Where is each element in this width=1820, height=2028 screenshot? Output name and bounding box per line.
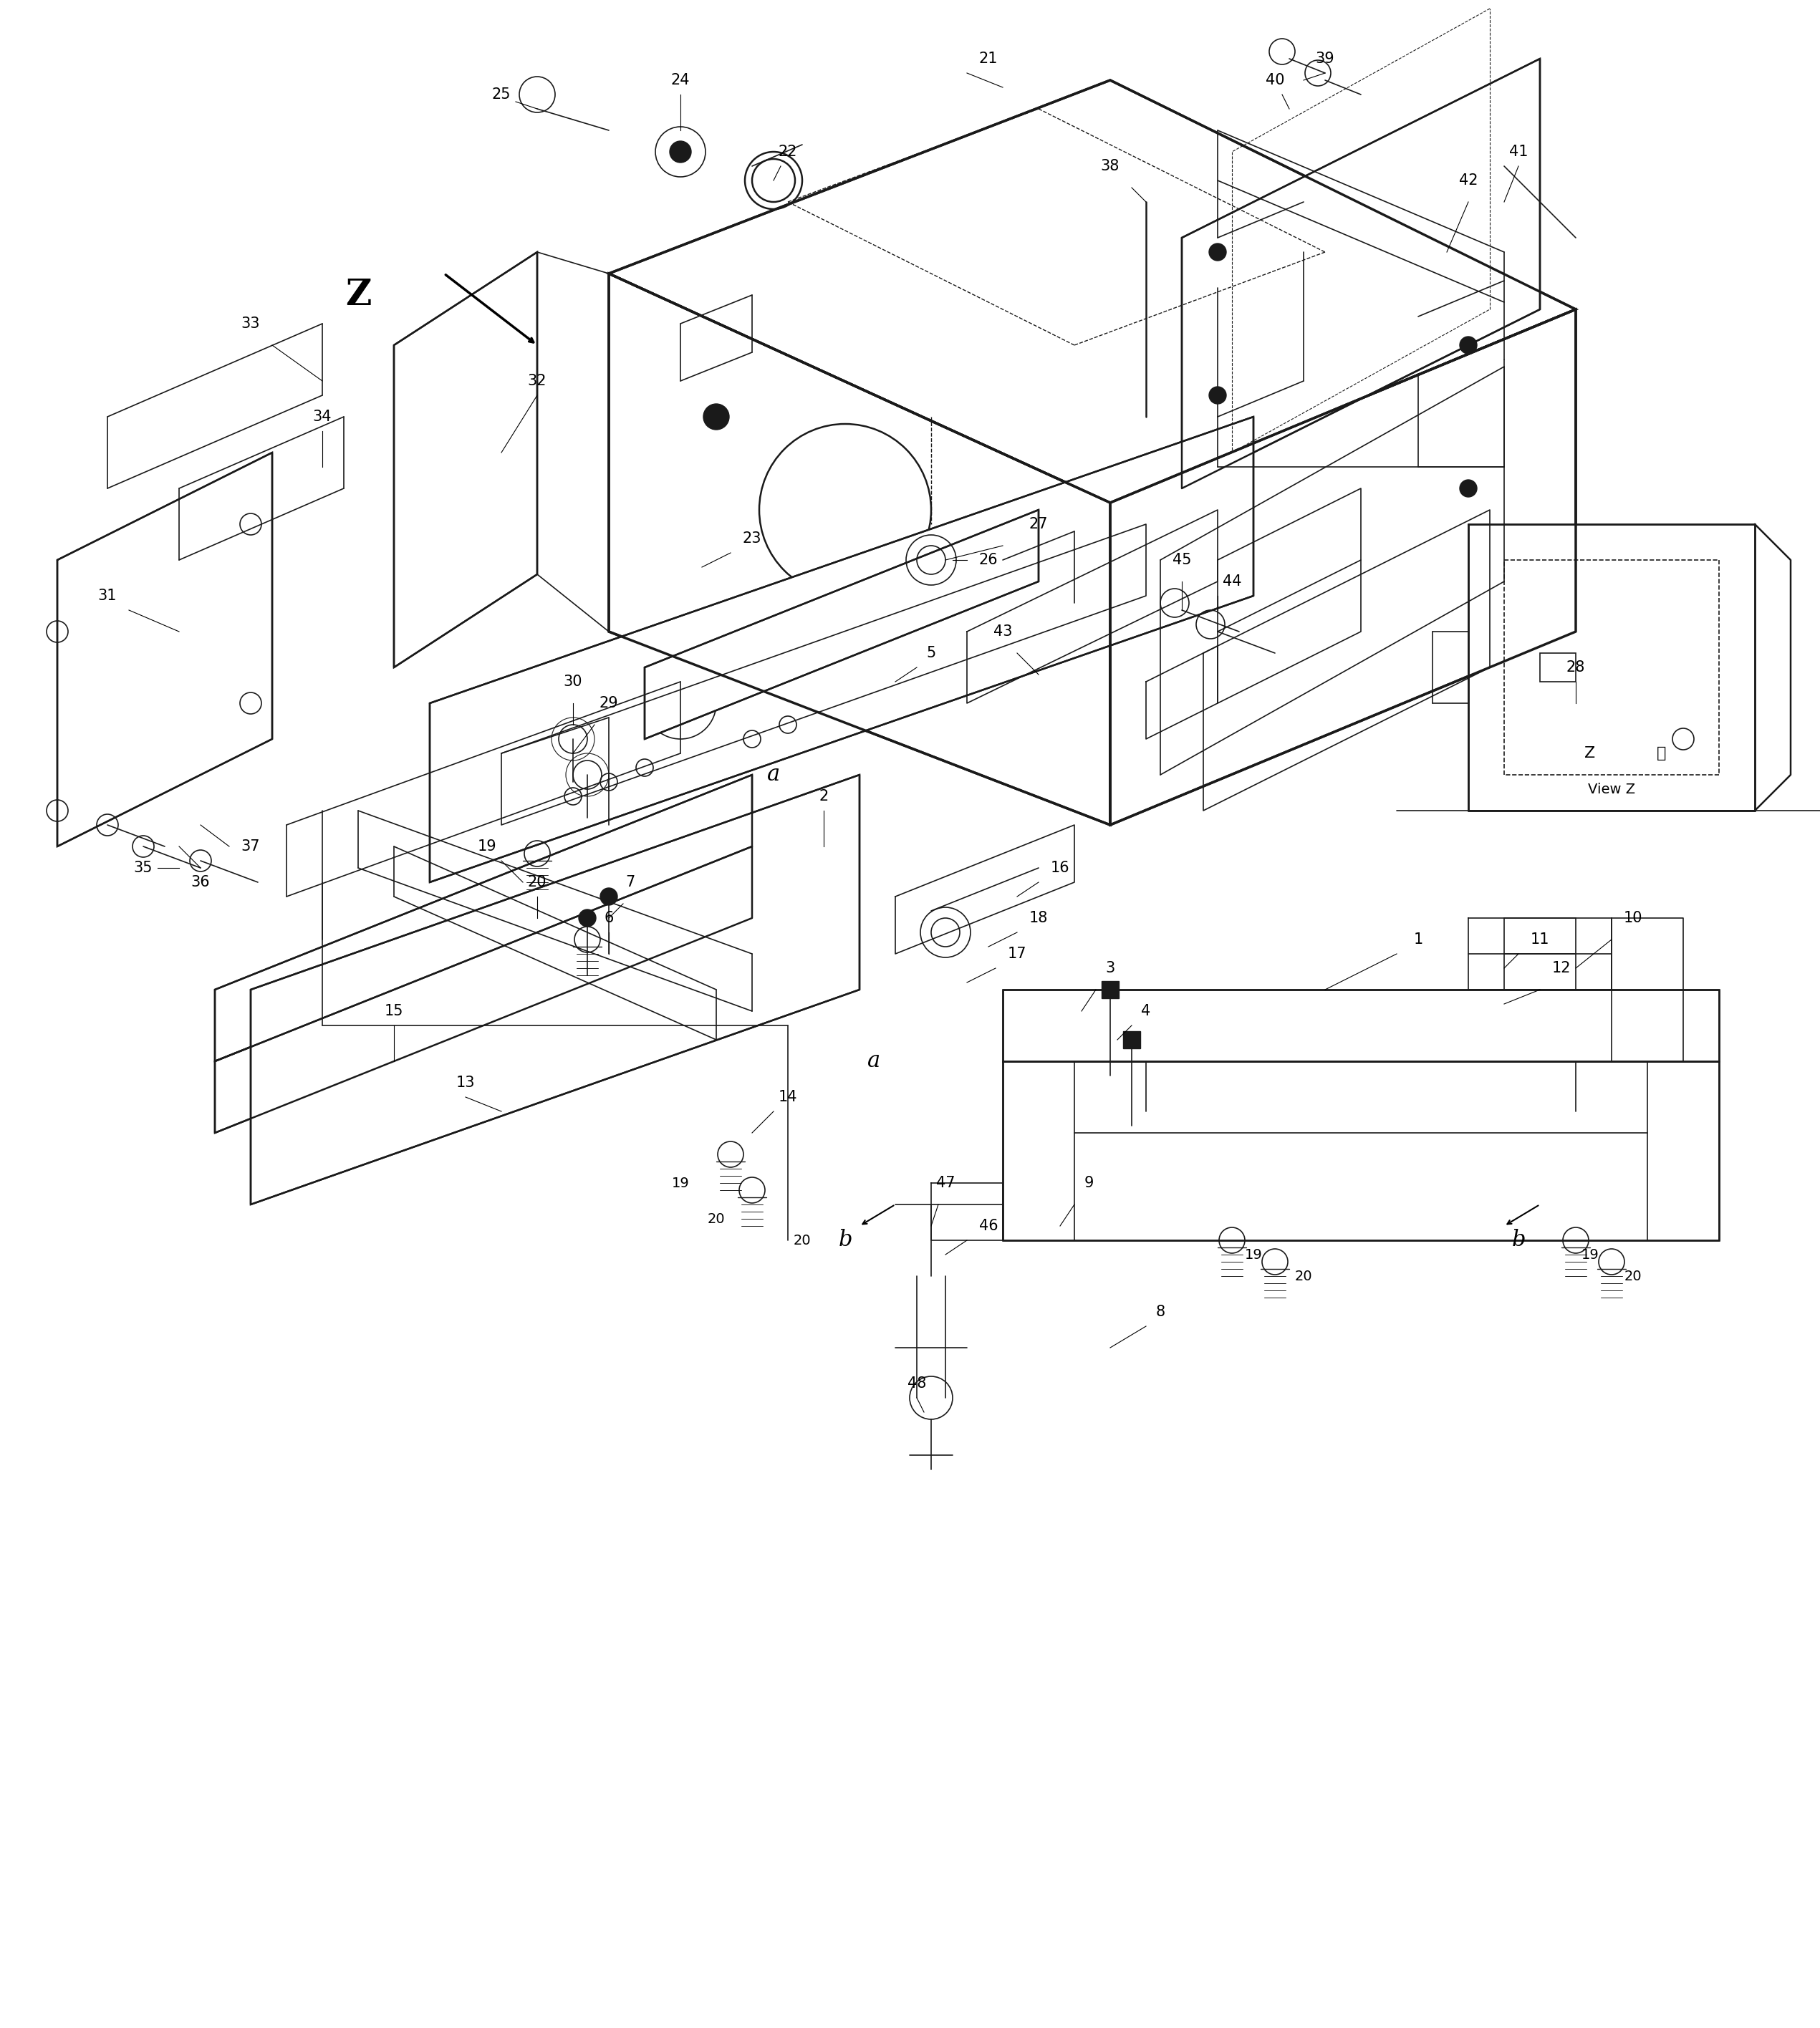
Circle shape bbox=[703, 404, 730, 430]
Text: 9: 9 bbox=[1085, 1176, 1094, 1190]
Text: 19: 19 bbox=[672, 1176, 690, 1190]
Polygon shape bbox=[1003, 1061, 1720, 1241]
Text: 4: 4 bbox=[1141, 1004, 1150, 1018]
Text: 16: 16 bbox=[1050, 860, 1070, 874]
Text: 19: 19 bbox=[1245, 1247, 1263, 1261]
Text: 48: 48 bbox=[908, 1377, 926, 1391]
Text: 19: 19 bbox=[477, 840, 497, 854]
Text: 24: 24 bbox=[672, 73, 690, 87]
Text: 5: 5 bbox=[926, 647, 935, 661]
Polygon shape bbox=[1003, 990, 1720, 1061]
Text: 18: 18 bbox=[1028, 911, 1048, 925]
Polygon shape bbox=[215, 775, 752, 1061]
Text: 11: 11 bbox=[1531, 933, 1549, 947]
Text: 43: 43 bbox=[994, 625, 1012, 639]
Text: 22: 22 bbox=[779, 144, 797, 158]
Text: 10: 10 bbox=[1623, 911, 1642, 925]
Text: Z: Z bbox=[1585, 746, 1596, 760]
Text: 32: 32 bbox=[528, 373, 546, 387]
Text: 1: 1 bbox=[1414, 933, 1423, 947]
Circle shape bbox=[1208, 243, 1227, 262]
Circle shape bbox=[1208, 387, 1227, 404]
Bar bbox=[1123, 1030, 1141, 1048]
Text: 36: 36 bbox=[191, 874, 209, 890]
Text: 42: 42 bbox=[1460, 172, 1478, 189]
Text: 29: 29 bbox=[599, 696, 619, 710]
Text: 28: 28 bbox=[1567, 661, 1585, 675]
Text: 6: 6 bbox=[604, 911, 613, 925]
Text: 17: 17 bbox=[1008, 947, 1026, 961]
Bar bbox=[1101, 982, 1119, 998]
Text: 20: 20 bbox=[708, 1213, 724, 1225]
Text: 23: 23 bbox=[743, 531, 761, 546]
Text: 視: 視 bbox=[1656, 746, 1667, 760]
Polygon shape bbox=[1110, 310, 1576, 825]
Polygon shape bbox=[1469, 523, 1754, 811]
Text: 19: 19 bbox=[1582, 1247, 1600, 1261]
Text: 35: 35 bbox=[133, 860, 153, 874]
Text: 3: 3 bbox=[1105, 961, 1116, 975]
Text: b: b bbox=[1511, 1229, 1525, 1251]
Polygon shape bbox=[430, 418, 1254, 882]
Text: 37: 37 bbox=[242, 840, 260, 854]
Text: 38: 38 bbox=[1101, 158, 1119, 172]
Text: b: b bbox=[839, 1229, 852, 1251]
Circle shape bbox=[1460, 337, 1476, 353]
Polygon shape bbox=[56, 452, 273, 846]
Text: 26: 26 bbox=[979, 554, 997, 568]
Circle shape bbox=[601, 888, 617, 904]
Text: View Z: View Z bbox=[1587, 783, 1634, 795]
Text: 31: 31 bbox=[98, 588, 116, 602]
Text: 27: 27 bbox=[1028, 517, 1048, 531]
Text: 40: 40 bbox=[1265, 73, 1285, 87]
Circle shape bbox=[579, 909, 595, 927]
Text: 8: 8 bbox=[1156, 1304, 1165, 1318]
Polygon shape bbox=[610, 274, 1110, 825]
Bar bbox=[1540, 653, 1576, 681]
Text: 14: 14 bbox=[779, 1089, 797, 1103]
Text: 41: 41 bbox=[1509, 144, 1529, 158]
Polygon shape bbox=[251, 775, 859, 1205]
Text: 30: 30 bbox=[564, 675, 582, 690]
Text: a: a bbox=[868, 1051, 881, 1073]
Text: 47: 47 bbox=[935, 1176, 956, 1190]
Text: 20: 20 bbox=[528, 874, 546, 890]
Text: 25: 25 bbox=[491, 87, 511, 101]
Text: 39: 39 bbox=[1316, 51, 1334, 65]
Text: 44: 44 bbox=[1223, 574, 1241, 588]
Text: 2: 2 bbox=[819, 789, 828, 803]
Text: 21: 21 bbox=[979, 51, 997, 65]
Polygon shape bbox=[215, 846, 752, 1134]
Text: 33: 33 bbox=[242, 316, 260, 331]
Polygon shape bbox=[644, 509, 1039, 738]
Text: a: a bbox=[766, 765, 781, 787]
Bar bbox=[1503, 919, 1576, 990]
Text: 34: 34 bbox=[313, 410, 331, 424]
Text: 20: 20 bbox=[1623, 1270, 1642, 1284]
Circle shape bbox=[1460, 481, 1476, 497]
Text: 20: 20 bbox=[794, 1233, 812, 1247]
Text: 46: 46 bbox=[979, 1219, 997, 1233]
Text: 7: 7 bbox=[626, 874, 635, 890]
Polygon shape bbox=[610, 81, 1576, 503]
Polygon shape bbox=[393, 251, 537, 667]
Text: 13: 13 bbox=[457, 1075, 475, 1089]
Polygon shape bbox=[1181, 59, 1540, 489]
Text: Z: Z bbox=[346, 278, 371, 312]
Text: 12: 12 bbox=[1552, 961, 1571, 975]
Text: 15: 15 bbox=[384, 1004, 404, 1018]
Text: 20: 20 bbox=[1294, 1270, 1312, 1284]
Circle shape bbox=[670, 142, 692, 162]
Text: 45: 45 bbox=[1172, 554, 1192, 568]
